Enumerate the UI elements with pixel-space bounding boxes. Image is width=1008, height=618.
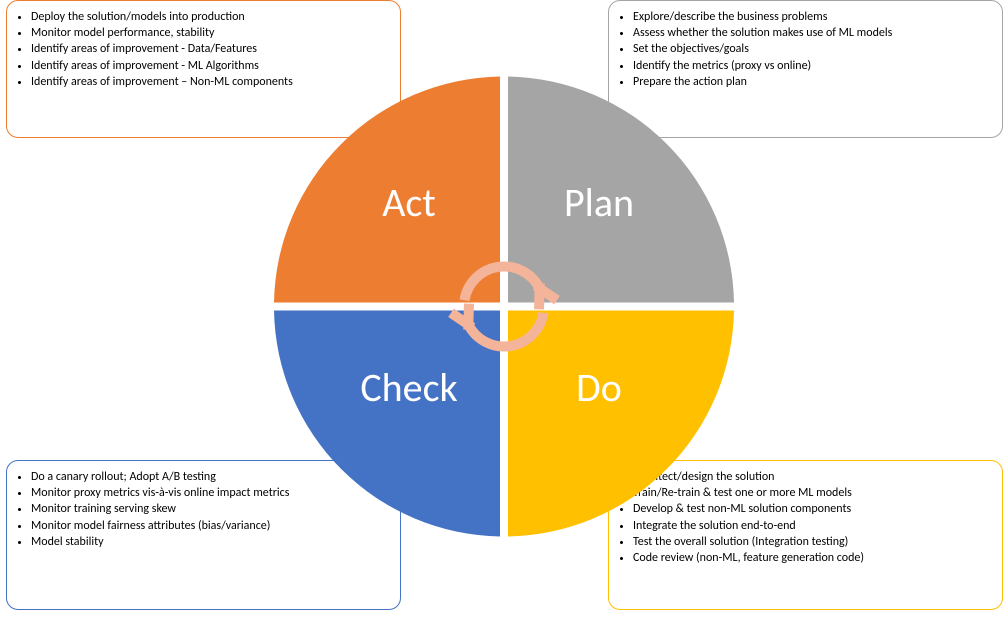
check-quadrant [274, 311, 500, 537]
act-item: Identify areas of improvement - Data/Fea… [31, 41, 390, 57]
plan-item: Set the objectives/goals [633, 41, 992, 57]
plan-item: Explore/describe the business problems [633, 9, 992, 25]
act-item: Monitor model performance, stability [31, 25, 390, 41]
plan-item: Assess whether the solution makes use of… [633, 25, 992, 41]
cycle-arrows-icon [455, 267, 553, 347]
do-quadrant [508, 311, 734, 537]
pdca-circle: Act Plan Check Do [264, 67, 744, 552]
act-item: Deploy the solution/models into producti… [31, 9, 390, 25]
act-label: Act [382, 178, 435, 227]
check-label: Check [360, 363, 457, 412]
do-item: Code review (non-ML, feature generation … [633, 550, 992, 566]
do-label: Do [576, 363, 622, 412]
plan-label: Plan [564, 178, 634, 227]
